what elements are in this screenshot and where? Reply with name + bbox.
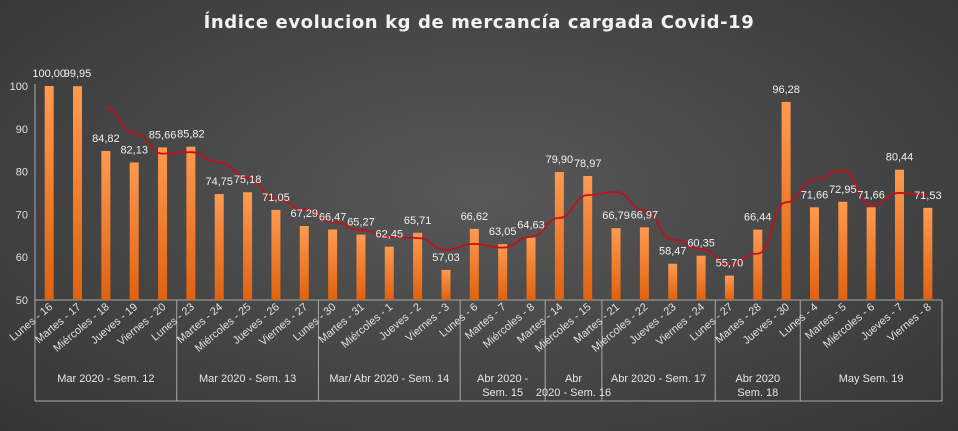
bar <box>186 146 196 300</box>
y-tick-label: 60 <box>16 252 28 264</box>
bar <box>781 101 791 300</box>
data-label: 57,03 <box>432 252 460 264</box>
data-label: 66,47 <box>319 212 347 224</box>
data-label: 63,05 <box>489 226 517 238</box>
bar <box>44 86 54 300</box>
bar <box>526 237 536 300</box>
bar <box>498 244 508 300</box>
data-label: 100,00 <box>32 68 66 80</box>
data-label: 79,90 <box>546 154 574 166</box>
bar <box>299 225 309 300</box>
y-tick-label: 90 <box>16 124 28 136</box>
data-label: 72,95 <box>829 184 857 196</box>
data-label: 85,66 <box>149 129 177 141</box>
bar <box>129 162 139 300</box>
data-label: 62,45 <box>376 229 404 241</box>
data-label: 78,97 <box>574 158 602 170</box>
bar <box>923 207 933 300</box>
data-label: 82,13 <box>120 144 148 156</box>
bar <box>809 207 819 300</box>
bar <box>611 228 621 300</box>
bar <box>73 86 83 301</box>
x-group-label: Mar 2020 - Sem. 13 <box>199 373 296 385</box>
data-label: 66,97 <box>631 209 659 221</box>
bar <box>753 229 763 300</box>
data-label: 55,70 <box>716 258 744 270</box>
bar <box>271 209 281 300</box>
data-label: 66,79 <box>602 210 630 222</box>
data-label: 65,71 <box>404 215 432 227</box>
bar <box>668 263 678 300</box>
bar <box>866 207 876 300</box>
trend-line <box>105 106 928 266</box>
bar <box>894 169 904 300</box>
bar <box>384 246 394 300</box>
bar <box>243 192 253 300</box>
bar <box>158 147 168 300</box>
x-group-label: Abr 2020 -Sem. 15 <box>477 373 529 399</box>
data-label: 71,53 <box>914 190 942 202</box>
y-tick-label: 50 <box>16 295 28 307</box>
x-group-label: Abr 2020 - Sem. 17 <box>611 373 706 385</box>
data-label: 71,66 <box>801 189 829 201</box>
data-label: 66,62 <box>461 211 489 223</box>
x-group-label: Mar/ Abr 2020 - Sem. 14 <box>329 373 449 385</box>
bar <box>724 275 734 300</box>
y-tick-label: 100 <box>10 81 28 93</box>
bar <box>554 172 564 300</box>
x-group-label: Abr 2020 Sem. 18 <box>735 373 780 399</box>
chart-title: Índice evolucion kg de mercancía cargada… <box>203 12 755 33</box>
bar <box>583 176 593 300</box>
data-label: 74,75 <box>205 176 233 188</box>
data-label: 80,44 <box>886 152 914 164</box>
bar <box>838 201 848 300</box>
data-label: 96,28 <box>772 84 800 96</box>
data-label: 58,47 <box>659 246 687 258</box>
x-group-label: Mar 2020 - Sem. 12 <box>57 373 154 385</box>
data-label: 71,05 <box>262 192 290 204</box>
data-label: 64,63 <box>517 219 545 231</box>
x-group-label: Abr 2020 - Sem. 16 <box>536 373 611 399</box>
data-label: 60,35 <box>687 238 715 250</box>
bar <box>101 150 111 300</box>
data-label: 75,18 <box>234 174 262 186</box>
data-label: 85,82 <box>177 129 205 141</box>
y-tick-label: 80 <box>16 167 28 179</box>
bar <box>214 194 224 300</box>
data-label: 84,82 <box>92 133 120 145</box>
bar <box>441 269 451 300</box>
bar <box>639 227 649 300</box>
bar <box>469 228 479 300</box>
data-label: 66,44 <box>744 212 772 224</box>
data-label: 65,27 <box>347 217 375 229</box>
x-group-label: May Sem. 19 <box>839 373 904 385</box>
bar <box>356 234 366 300</box>
data-label: 71,66 <box>857 189 885 201</box>
data-label: 99,95 <box>64 68 92 80</box>
bar <box>413 232 423 300</box>
data-label: 67,29 <box>291 208 319 220</box>
y-tick-label: 70 <box>16 209 28 221</box>
bar <box>696 255 706 300</box>
bar <box>328 229 338 300</box>
